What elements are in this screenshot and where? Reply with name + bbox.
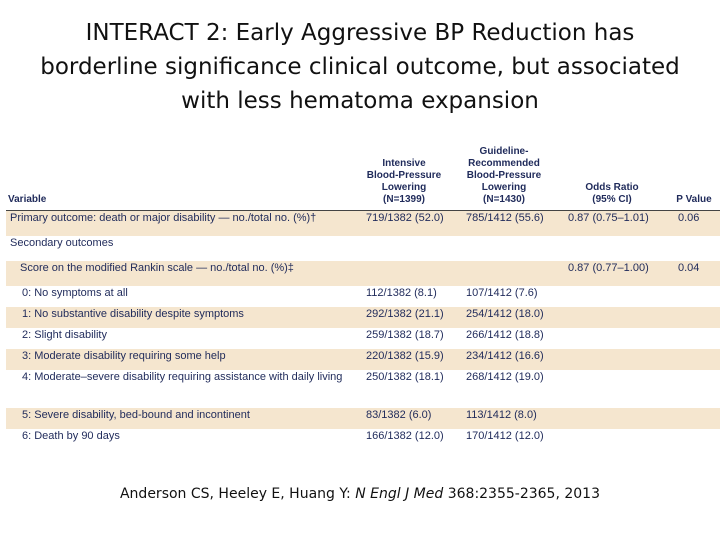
row-label: 0: No symptoms at all bbox=[22, 287, 128, 299]
citation: Anderson CS, Heeley E, Huang Y: N Engl J… bbox=[0, 486, 720, 502]
header-line: Lowering bbox=[481, 182, 527, 193]
guideline-value: 266/1412 (18.8) bbox=[466, 329, 544, 341]
intensive-value: 292/1382 (21.1) bbox=[366, 308, 444, 320]
intensive-value: 250/1382 (18.1) bbox=[366, 371, 444, 383]
header-intensive: Intensive Blood-Pressure Lowering (N=139… bbox=[358, 158, 450, 206]
header-variable-label: Variable bbox=[8, 194, 47, 205]
odds-ratio-value: 0.87 (0.75–1.01) bbox=[568, 212, 649, 224]
guideline-value: 234/1412 (16.6) bbox=[466, 350, 544, 362]
citation-details: 368:2355-2365, 2013 bbox=[443, 486, 600, 502]
table-row: Primary outcome: death or major disabili… bbox=[6, 211, 720, 236]
guideline-value: 268/1412 (19.0) bbox=[466, 371, 544, 383]
table-row: Score on the modified Rankin scale — no.… bbox=[6, 261, 720, 286]
header-variable: Variable bbox=[8, 194, 46, 206]
header-line: Odds Ratio bbox=[585, 182, 639, 193]
table-row: 5: Severe disability, bed-bound and inco… bbox=[6, 408, 720, 429]
title-line: with less hematoma expansion bbox=[181, 88, 539, 114]
table-row: 3: Moderate disability requiring some he… bbox=[6, 349, 720, 370]
table-row: 0: No symptoms at all 112/1382 (8.1) 107… bbox=[6, 286, 720, 307]
row-label: 4: Moderate–severe disability requiring … bbox=[22, 371, 343, 383]
guideline-value: 113/1412 (8.0) bbox=[466, 409, 537, 421]
row-label: Secondary outcomes bbox=[10, 237, 114, 249]
guideline-value: 254/1412 (18.0) bbox=[466, 308, 544, 320]
citation-journal: N Engl J Med bbox=[355, 486, 444, 502]
header-line: (95% CI) bbox=[592, 194, 632, 205]
header-line: Lowering bbox=[381, 182, 427, 193]
p-value: 0.04 bbox=[678, 262, 700, 274]
header-line: Blood-Pressure bbox=[466, 170, 542, 181]
row-label: 3: Moderate disability requiring some he… bbox=[22, 350, 226, 362]
header-p-value: P Value bbox=[670, 194, 718, 206]
intensive-value: 259/1382 (18.7) bbox=[366, 329, 444, 341]
table-row: Secondary outcomes bbox=[6, 236, 720, 261]
row-label: Primary outcome: death or major disabili… bbox=[10, 212, 317, 224]
row-label: 5: Severe disability, bed-bound and inco… bbox=[22, 409, 250, 421]
table-row: 1: No substantive disability despite sym… bbox=[6, 307, 720, 328]
title-line: INTERACT 2: Early Aggressive BP Reductio… bbox=[85, 20, 635, 46]
title-line: borderline significance clinical outcome… bbox=[40, 54, 680, 80]
slide-title: INTERACT 2: Early Aggressive BP Reductio… bbox=[20, 16, 700, 118]
citation-authors: Anderson CS, Heeley E, Huang Y: bbox=[119, 486, 356, 502]
header-line: Recommended bbox=[468, 158, 540, 169]
p-value: 0.06 bbox=[678, 212, 700, 224]
header-line: P Value bbox=[676, 194, 712, 205]
header-divider bbox=[6, 210, 720, 211]
odds-ratio-value: 0.87 (0.77–1.00) bbox=[568, 262, 649, 274]
row-label: Score on the modified Rankin scale — no.… bbox=[20, 262, 294, 274]
guideline-value: 785/1412 (55.6) bbox=[466, 212, 544, 224]
intensive-value: 719/1382 (52.0) bbox=[366, 212, 444, 224]
table-row: 4: Moderate–severe disability requiring … bbox=[6, 370, 720, 408]
guideline-value: 107/1412 (7.6) bbox=[466, 287, 538, 299]
row-label: 6: Death by 90 days bbox=[22, 430, 120, 442]
header-line: (N=1430) bbox=[483, 194, 525, 205]
header-line: Intensive bbox=[382, 158, 426, 169]
table-row: 6: Death by 90 days 166/1382 (12.0) 170/… bbox=[6, 429, 720, 450]
header-line: (N=1399) bbox=[383, 194, 425, 205]
table-row: 2: Slight disability 259/1382 (18.7) 266… bbox=[6, 328, 720, 349]
row-label: 2: Slight disability bbox=[22, 329, 107, 341]
guideline-value: 170/1412 (12.0) bbox=[466, 430, 544, 442]
header-guideline: Guideline- Recommended Blood-Pressure Lo… bbox=[458, 146, 550, 206]
header-line: Guideline- bbox=[479, 146, 529, 157]
intensive-value: 83/1382 (6.0) bbox=[366, 409, 432, 421]
row-label: 1: No substantive disability despite sym… bbox=[22, 308, 244, 320]
results-table: Variable Intensive Blood-Pressure Loweri… bbox=[6, 134, 720, 450]
intensive-value: 112/1382 (8.1) bbox=[366, 287, 437, 299]
intensive-value: 220/1382 (15.9) bbox=[366, 350, 444, 362]
header-line: Blood-Pressure bbox=[366, 170, 442, 181]
header-odds-ratio: Odds Ratio (95% CI) bbox=[562, 182, 662, 206]
table-header: Variable Intensive Blood-Pressure Loweri… bbox=[6, 134, 720, 210]
intensive-value: 166/1382 (12.0) bbox=[366, 430, 444, 442]
